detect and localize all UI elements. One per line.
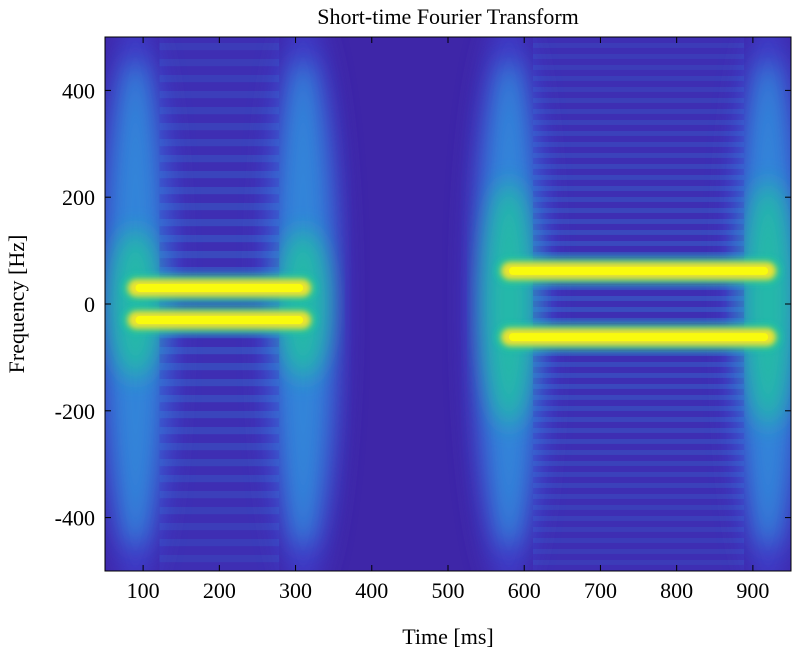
segment-0-band-0 [121,273,318,302]
segment-1-edge-0-halo [466,37,551,571]
segment-0-ripple [159,37,280,571]
spectral-halo-layer [105,37,791,571]
x-tick-label: 800 [660,578,693,603]
y-tick-label: -200 [55,399,95,424]
x-tick-label: 100 [127,578,160,603]
x-tick-label: 300 [279,578,312,603]
y-axis-label: Frequency [Hz] [4,235,29,374]
x-tick-label: 700 [584,578,617,603]
segment-0-edge-1-halo [261,37,346,571]
plot-area [105,37,791,571]
segment-1-edge-1-halo [726,37,791,571]
chart-title: Short-time Fourier Transform [317,4,579,29]
heatmap-background [105,37,791,571]
x-tick-label: 500 [432,578,465,603]
frequency-band-layer [121,256,783,352]
segment-0-edge-0-halo [105,37,178,571]
x-tick-label: 600 [508,578,541,603]
x-tick-label: 200 [203,578,236,603]
x-axis-label: Time [ms] [402,624,493,649]
segment-1-band-0 [494,256,783,285]
y-tick-label: 400 [62,78,95,103]
x-tick-label: 400 [355,578,388,603]
segment-1-band-1 [494,323,783,352]
x-axis-ticks: 100 200 300 400 500 600 700 800 900 [127,37,769,603]
y-tick-label: -400 [55,506,95,531]
y-axis-ticks: 400 200 0 -200 -400 [55,78,791,531]
segment-1-ripple [532,37,745,571]
y-tick-label: 200 [62,185,95,210]
x-tick-label: 900 [736,578,769,603]
y-tick-label: 0 [84,292,95,317]
segment-0-band-1 [121,306,318,335]
